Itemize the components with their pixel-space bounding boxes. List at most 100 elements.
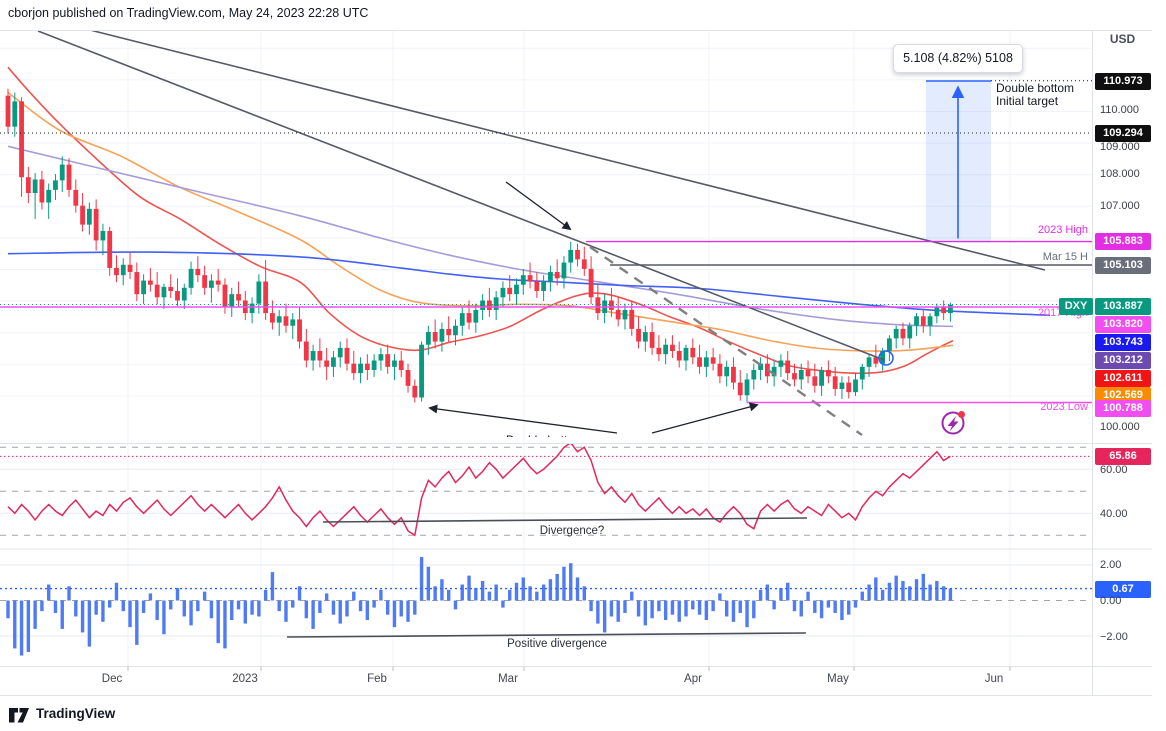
candle[interactable] (839, 376, 845, 400)
rsi-divergence-trendline[interactable] (322, 517, 808, 523)
candle[interactable] (364, 354, 370, 381)
candle[interactable] (5, 88, 11, 134)
candle[interactable] (66, 158, 72, 197)
candle[interactable] (785, 351, 791, 381)
candle[interactable] (25, 166, 31, 204)
candle-body[interactable] (53, 180, 58, 190)
candle-body[interactable] (615, 309, 621, 320)
candle[interactable] (948, 302, 953, 322)
candle-body[interactable] (534, 281, 540, 291)
candle[interactable] (86, 202, 92, 235)
candle-body[interactable] (866, 357, 872, 367)
candle-body[interactable] (568, 249, 574, 263)
candle-body[interactable] (209, 280, 214, 288)
candle[interactable] (73, 179, 79, 213)
candle-body[interactable] (398, 360, 404, 370)
candle[interactable] (175, 278, 180, 306)
candle[interactable] (80, 193, 85, 232)
candle-body[interactable] (229, 294, 235, 307)
candle-body[interactable] (751, 369, 757, 380)
candle-body[interactable] (554, 272, 560, 279)
candle-body[interactable] (907, 325, 913, 339)
candle-body[interactable] (588, 268, 594, 298)
candle[interactable] (798, 363, 804, 390)
candle-body[interactable] (263, 281, 269, 314)
candle-body[interactable] (134, 272, 140, 295)
candle-body[interactable] (473, 309, 479, 323)
candle-body[interactable] (100, 230, 106, 241)
candle-body[interactable] (927, 316, 933, 326)
candle[interactable] (134, 262, 140, 302)
candle[interactable] (859, 363, 865, 390)
candle[interactable] (297, 306, 302, 349)
candle[interactable] (337, 341, 343, 368)
candle[interactable] (493, 290, 499, 321)
candle[interactable] (554, 259, 560, 286)
candle-body[interactable] (127, 264, 133, 273)
candle[interactable] (446, 316, 452, 343)
candle[interactable] (731, 357, 736, 390)
candle[interactable] (507, 275, 513, 302)
candle-body[interactable] (202, 275, 208, 288)
candle-body[interactable] (317, 351, 323, 361)
candle[interactable] (419, 341, 424, 402)
candle[interactable] (412, 379, 418, 403)
candlestick-series[interactable] (5, 88, 953, 403)
candle[interactable] (432, 319, 438, 349)
candle-body[interactable] (839, 382, 845, 389)
candle[interactable] (527, 262, 533, 289)
candle[interactable] (636, 316, 641, 349)
candle[interactable] (120, 258, 126, 286)
candle-body[interactable] (93, 208, 99, 241)
candle-body[interactable] (222, 284, 228, 307)
candle-body[interactable] (771, 366, 777, 377)
candle[interactable] (154, 272, 160, 305)
candle-body[interactable] (459, 313, 465, 326)
candle[interactable] (805, 360, 811, 384)
candle-body[interactable] (676, 351, 682, 361)
candle-body[interactable] (690, 347, 696, 358)
candle-body[interactable] (39, 179, 45, 203)
candle-body[interactable] (642, 332, 648, 342)
target-annotation[interactable]: Double bottom Initial target (996, 82, 1074, 108)
candle[interactable] (59, 156, 65, 193)
candle[interactable] (107, 226, 113, 276)
candle[interactable] (581, 246, 587, 276)
candle-body[interactable] (236, 294, 241, 301)
candle[interactable] (907, 322, 913, 349)
candle[interactable] (656, 335, 662, 362)
candle[interactable] (263, 260, 269, 321)
price-axis[interactable]: 110.973 110.000 109.294 109.000 108.000 107.0… (1093, 30, 1153, 696)
candle[interactable] (466, 300, 472, 330)
candle-body[interactable] (371, 360, 377, 370)
momentum-pane[interactable] (0, 557, 1092, 656)
candle[interactable] (453, 319, 458, 346)
candle[interactable] (168, 274, 174, 298)
candle-body[interactable] (364, 363, 370, 370)
candle[interactable] (710, 347, 716, 371)
candle-body[interactable] (120, 264, 126, 276)
candle[interactable] (744, 373, 750, 403)
candle-body[interactable] (636, 328, 641, 342)
candle[interactable] (473, 303, 479, 333)
candle-body[interactable] (853, 379, 858, 393)
candle-body[interactable] (290, 319, 296, 326)
candle-body[interactable] (819, 369, 824, 386)
candle-body[interactable] (378, 354, 384, 361)
candle-body[interactable] (920, 316, 926, 326)
divergence-text[interactable]: Divergence? (539, 525, 605, 537)
candle[interactable] (459, 306, 465, 336)
candle-body[interactable] (520, 275, 526, 285)
candle[interactable] (520, 268, 526, 295)
candle[interactable] (642, 325, 648, 352)
candle[interactable] (290, 313, 296, 340)
candle[interactable] (222, 278, 228, 314)
candle[interactable] (920, 309, 926, 333)
candle-body[interactable] (880, 351, 886, 364)
candle-body[interactable] (934, 306, 940, 317)
candle-body[interactable] (432, 332, 438, 342)
candle-body[interactable] (46, 189, 52, 203)
lightning-reaction-icon[interactable] (941, 411, 966, 435)
downtrend-line-1[interactable] (37, 30, 885, 361)
candle[interactable] (19, 97, 24, 197)
